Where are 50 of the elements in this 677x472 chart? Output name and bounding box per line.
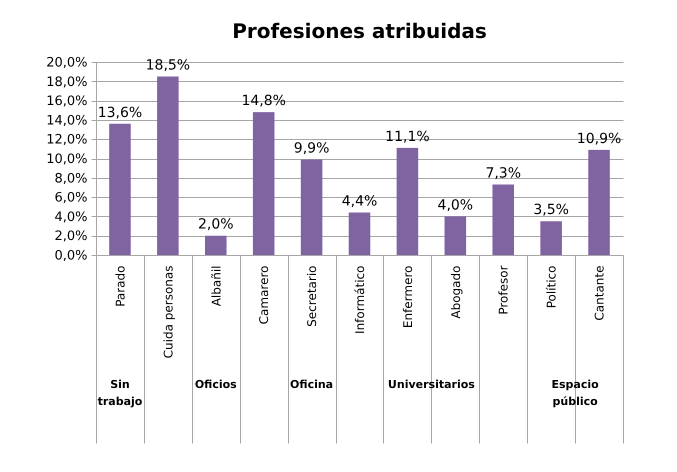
data-label: 3,5% — [533, 202, 569, 218]
y-tick-label: 8,0% — [54, 171, 88, 186]
bar — [348, 212, 370, 255]
data-label: 7,3% — [485, 166, 522, 182]
data-label: 13,6% — [98, 104, 142, 121]
y-tick-label: 6,0% — [54, 190, 88, 206]
y-tick-label: 10,0% — [46, 152, 88, 167]
x-tick-label: Cantante — [592, 266, 607, 321]
data-label: 11,1% — [385, 128, 430, 145]
y-tick-label: 0,0% — [54, 248, 88, 264]
y-tick-label: 18,0% — [46, 74, 88, 90]
data-label: 2,0% — [198, 216, 234, 233]
bar — [204, 236, 227, 255]
data-label: 4,0% — [438, 197, 474, 214]
x-tick-label: Cuida personas — [161, 266, 176, 358]
x-tick-label: Camarero — [257, 266, 272, 324]
x-tick-label: Parado — [113, 266, 128, 307]
x-tick-label: Político — [544, 266, 559, 308]
y-tick-label: 20,0% — [46, 56, 88, 70]
bar — [300, 159, 322, 255]
bar — [588, 150, 610, 255]
x-tick-label: Albañil — [209, 266, 224, 306]
chart-title: Profesiones atribuidas — [232, 19, 487, 43]
bar — [444, 216, 466, 255]
x-tick-label: Profesor — [496, 265, 511, 315]
bar — [157, 76, 179, 255]
x-tick-label: Abogado — [448, 266, 463, 319]
text: Oficina — [290, 378, 334, 391]
x-tick-label: Secretario — [305, 266, 320, 327]
bar — [109, 124, 131, 255]
data-label: 9,9% — [294, 140, 330, 156]
text: Universitarios — [388, 378, 476, 391]
bar — [492, 184, 514, 255]
data-label: 14,8% — [241, 93, 286, 110]
text: Espacio público — [551, 378, 600, 408]
bar — [396, 148, 418, 255]
data-label: 4,4% — [342, 194, 378, 210]
bar — [252, 112, 274, 255]
y-tick-label: 4,0% — [54, 210, 88, 225]
data-label: 10,9% — [576, 130, 622, 147]
y-tick-label: 2,0% — [54, 229, 88, 244]
text: Sin trabajo — [98, 378, 143, 408]
data-label: 18,5% — [146, 57, 190, 74]
bar — [540, 221, 562, 255]
text: Oficios — [194, 378, 238, 391]
y-tick-label: 14,0% — [46, 113, 88, 128]
y-tick-label: 16,0% — [46, 94, 88, 110]
y-tick-label: 12,0% — [46, 132, 88, 148]
x-tick-label: Informático — [353, 266, 367, 334]
x-tick-label: Enfermero — [400, 266, 415, 328]
